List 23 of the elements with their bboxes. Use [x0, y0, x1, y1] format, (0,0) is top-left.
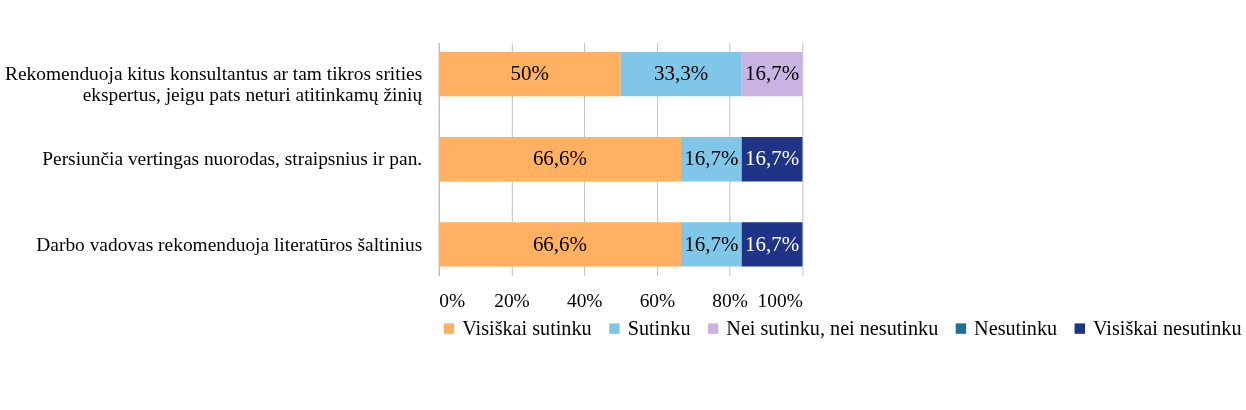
x-tick-label: 80%: [712, 290, 748, 312]
legend-label: Visiškai nesutinku: [1092, 316, 1242, 339]
legend-label: Nesutinku: [974, 316, 1058, 339]
legend-label: Visiškai sutinku: [462, 316, 592, 339]
data-label: 16,7%: [745, 61, 800, 86]
y-tick-label: Persiunčia vertingas nuorodas, straipsnius ir pan.: [42, 148, 423, 170]
data-label: 16,7%: [684, 231, 739, 256]
x-tick-label: 100%: [757, 290, 803, 312]
legend-label: Nei sutinku, nei nesutinku: [726, 316, 939, 339]
data-label: 50%: [510, 61, 549, 86]
data-label: 33,3%: [654, 61, 709, 86]
x-tick-label: 0%: [439, 290, 466, 312]
data-label: 66,6%: [532, 231, 588, 256]
y-tick-label: Darbo vadovas rekomenduoja literatūros šaltinius: [36, 233, 423, 255]
data-label: 16,7%: [745, 231, 800, 256]
x-tick-label: 40%: [566, 290, 603, 312]
data-label: 66,6%: [532, 146, 588, 171]
legend-label: Sutinku: [627, 316, 691, 339]
data-label: 16,7%: [745, 146, 800, 171]
y-tick-label: Rekomenduoja kitus konsultantus ar tam tikros srities ekspertus, jeigu pats neturi atitinkamų žinių: [5, 63, 423, 106]
x-tick-label: 60%: [639, 290, 676, 312]
data-label: 16,7%: [684, 146, 739, 171]
x-tick-label: 20%: [494, 290, 530, 312]
